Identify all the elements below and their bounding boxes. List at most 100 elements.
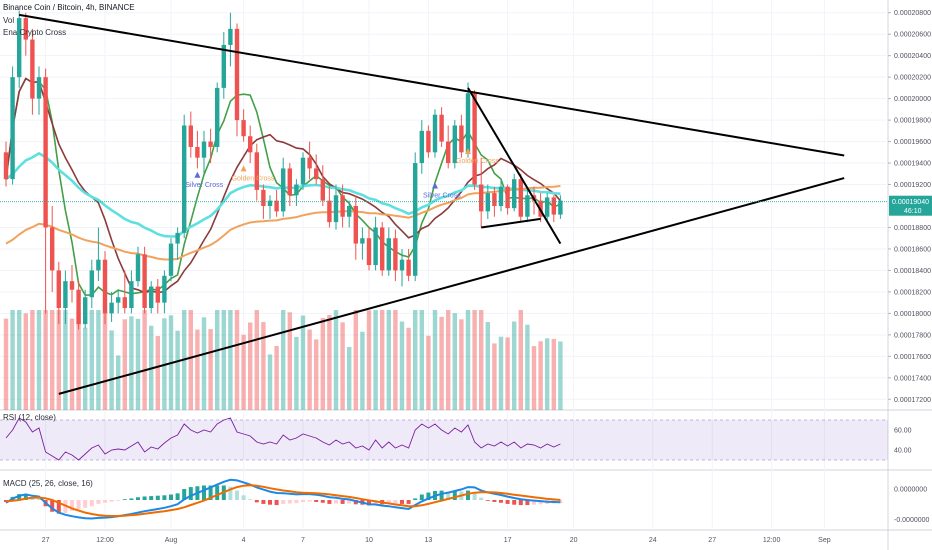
candle xyxy=(426,125,431,158)
candle-body xyxy=(221,44,226,88)
indicator-legend[interactable]: Ena Crypto Cross xyxy=(3,28,67,37)
candle-body xyxy=(360,238,365,244)
candle-body xyxy=(3,152,9,180)
volume-bar xyxy=(23,313,28,410)
price-axis[interactable]: 0.00020800 0.00020600 0.00020400 0.00020200… xyxy=(0,10,932,524)
candle-body xyxy=(36,77,42,99)
macd-histogram-bar xyxy=(70,500,74,511)
price-tick-label: 0.00018200 xyxy=(894,289,931,296)
candle xyxy=(393,229,398,282)
volume-bar xyxy=(56,310,61,410)
candle-body xyxy=(320,179,325,201)
macd-histogram-bar xyxy=(426,492,431,500)
price-tick-label: 0.00017600 xyxy=(894,354,931,361)
volume-bar xyxy=(327,315,332,410)
rsi-tick-label: 60.00 xyxy=(894,428,912,435)
candle xyxy=(30,28,35,115)
volume-bar xyxy=(10,310,15,410)
candle-body xyxy=(327,200,332,223)
candle xyxy=(3,141,9,187)
volume-bar xyxy=(102,310,108,410)
candle-body xyxy=(149,286,154,308)
candle-body xyxy=(122,297,127,308)
candle xyxy=(10,66,15,185)
candle-body xyxy=(545,197,550,217)
candle xyxy=(241,109,246,142)
candle xyxy=(465,82,471,158)
macd-histogram-bar xyxy=(274,500,279,506)
volume-legend[interactable]: Vol xyxy=(3,16,15,25)
macd-histogram-bar xyxy=(367,500,371,506)
macd-histogram-bar xyxy=(268,500,272,505)
candle xyxy=(399,248,405,287)
volume-bar xyxy=(36,310,42,410)
trendlines[interactable] xyxy=(19,13,845,395)
volume-bar xyxy=(96,310,101,410)
signal-triangle xyxy=(194,171,201,178)
volume-bar xyxy=(261,322,266,410)
volume-bar xyxy=(208,329,213,410)
candle-body xyxy=(347,206,352,217)
candle xyxy=(314,154,319,185)
candle-body xyxy=(241,120,246,137)
rsi-legend[interactable]: RSI (12, close) xyxy=(3,413,56,422)
volume-bars xyxy=(3,310,563,410)
candlesticks xyxy=(3,10,563,330)
macd-histogram-bar xyxy=(419,494,424,500)
time-axis[interactable]: 27 12:00 Aug 4 7 10 13 17 20 24 27 12:00 Sep xyxy=(42,537,831,544)
volume-bar xyxy=(307,329,312,410)
volume-bar xyxy=(50,310,55,410)
candle-body xyxy=(399,259,405,271)
volume-bar xyxy=(195,329,200,410)
price-tick-label: 0.00018600 xyxy=(894,246,931,253)
candle-body xyxy=(267,200,273,206)
volume-bar xyxy=(254,310,259,410)
macd-histogram-bar xyxy=(314,500,319,502)
candle xyxy=(373,216,378,271)
macd-histogram-bar xyxy=(116,500,121,501)
candle xyxy=(360,227,365,260)
candle-body xyxy=(406,259,411,276)
candle xyxy=(188,111,193,158)
macd-histogram-bar xyxy=(353,500,358,505)
candle-body xyxy=(248,136,253,153)
macd-histogram-bar xyxy=(103,500,107,503)
time-tick-label: 7 xyxy=(301,537,305,544)
candle-body xyxy=(393,238,398,271)
macd-histogram-bar xyxy=(83,500,88,508)
candle-body xyxy=(281,168,286,212)
macd-legend[interactable]: MACD (25, 26, close, 16) xyxy=(3,479,93,488)
time-tick-label: Sep xyxy=(818,537,831,544)
candle-body xyxy=(83,297,88,325)
macd-tick-label: 0.0000000 xyxy=(894,486,927,493)
volume-bar xyxy=(393,310,398,410)
volume-bar xyxy=(472,310,477,410)
macd-histogram-bar xyxy=(142,496,147,500)
candle xyxy=(459,114,464,158)
ma-medium-line xyxy=(5,77,562,294)
macd-histogram-bar xyxy=(162,495,167,500)
price-tick-label: 0.00017400 xyxy=(894,375,931,382)
macd-histogram-bar xyxy=(136,497,140,500)
volume-bar xyxy=(129,316,134,410)
macd-histogram-bar xyxy=(50,500,55,512)
candle xyxy=(23,12,28,56)
candle xyxy=(208,128,213,164)
candle-body xyxy=(333,195,339,223)
time-tick-label: 27 xyxy=(42,537,50,544)
candle-body xyxy=(300,157,306,185)
macd-histogram-bar xyxy=(538,500,543,505)
candle-body xyxy=(201,141,207,158)
candle-body xyxy=(182,125,187,233)
volume-bar xyxy=(551,338,556,410)
macd-histogram-bar xyxy=(17,494,22,500)
candle xyxy=(432,109,438,158)
volume-bar xyxy=(525,324,530,410)
volume-bar xyxy=(3,318,9,410)
volume-bar xyxy=(135,318,141,410)
candle xyxy=(201,130,207,174)
candle xyxy=(340,184,345,228)
candle-body xyxy=(56,270,61,308)
last-price-label: 0.00019040 xyxy=(892,199,929,206)
